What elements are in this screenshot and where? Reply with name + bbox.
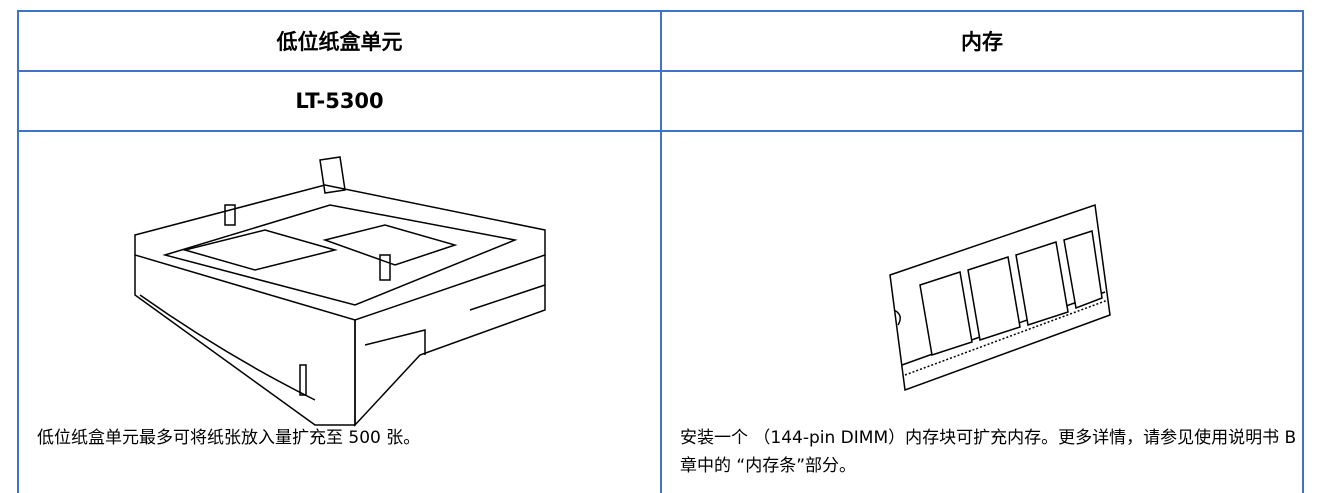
description: 安装一个 （144-pin DIMM）内存块可扩充内存。更多详情，请参见使用说明… xyxy=(680,428,1297,476)
row-divider xyxy=(17,70,1304,72)
memory-illustration xyxy=(889,203,1111,392)
column-header: 低位纸盒单元 xyxy=(276,30,403,54)
column-header: 内存 xyxy=(961,30,1003,54)
tray-illustration xyxy=(134,156,546,427)
column-divider xyxy=(660,10,662,493)
row-divider xyxy=(17,130,1304,132)
model-name: LT-5300 xyxy=(295,89,384,113)
description: 低位纸盒单元最多可将纸张放入量扩充至 500 张。 xyxy=(37,428,421,448)
